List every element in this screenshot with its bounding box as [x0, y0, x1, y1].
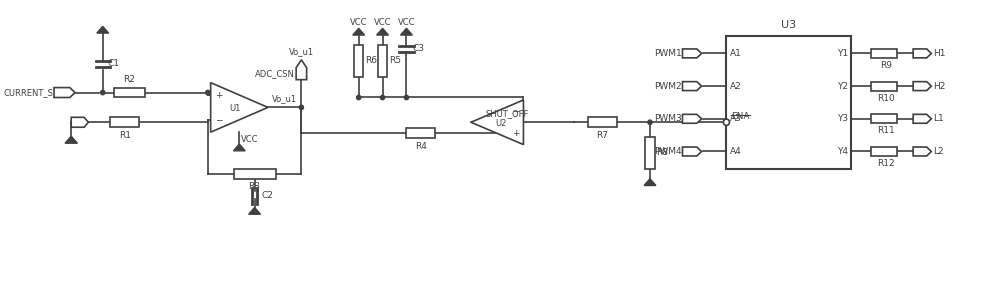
Text: Y2: Y2 — [837, 82, 848, 91]
Polygon shape — [377, 28, 388, 35]
Text: R3: R3 — [249, 182, 261, 191]
Polygon shape — [913, 49, 931, 58]
Text: +: + — [512, 129, 519, 138]
Text: R7: R7 — [596, 131, 608, 140]
Text: H2: H2 — [933, 82, 945, 91]
Polygon shape — [682, 49, 702, 58]
Polygon shape — [682, 147, 702, 156]
Text: Vo_u1: Vo_u1 — [289, 47, 314, 56]
Bar — [871, 49, 897, 58]
Text: R11: R11 — [877, 126, 895, 135]
Text: PWM4: PWM4 — [654, 147, 682, 156]
Text: SHUT_OFF: SHUT_OFF — [485, 109, 529, 118]
Circle shape — [723, 119, 729, 125]
Text: A1: A1 — [730, 49, 742, 58]
Text: Vo_u1: Vo_u1 — [272, 95, 297, 104]
Text: VCC: VCC — [398, 18, 415, 27]
Text: +: + — [215, 91, 223, 100]
Text: VCC: VCC — [350, 18, 367, 27]
Text: H1: H1 — [933, 49, 945, 58]
Bar — [378, 45, 387, 77]
Circle shape — [404, 95, 409, 100]
Text: ENA: ENA — [731, 112, 750, 121]
Text: R2: R2 — [124, 75, 135, 84]
Circle shape — [206, 90, 210, 95]
Polygon shape — [401, 28, 412, 35]
Text: R8: R8 — [656, 149, 668, 157]
Text: PWM2: PWM2 — [654, 82, 682, 91]
Text: −: − — [215, 115, 223, 124]
Polygon shape — [913, 82, 931, 91]
Text: ADC_CSN: ADC_CSN — [255, 69, 295, 78]
Circle shape — [357, 95, 361, 100]
Text: U1: U1 — [229, 104, 240, 113]
Text: VCC: VCC — [374, 18, 391, 27]
Bar — [354, 45, 363, 77]
Bar — [406, 128, 435, 138]
Text: U3: U3 — [781, 20, 796, 30]
Text: Y4: Y4 — [837, 147, 848, 156]
Text: R4: R4 — [415, 142, 427, 151]
Bar — [871, 82, 897, 91]
Text: PWM3: PWM3 — [654, 114, 682, 123]
Bar — [588, 117, 617, 127]
Text: R10: R10 — [877, 94, 895, 103]
Polygon shape — [913, 147, 931, 156]
Polygon shape — [682, 82, 702, 91]
Text: R9: R9 — [880, 61, 892, 70]
Polygon shape — [296, 60, 307, 80]
Polygon shape — [913, 114, 931, 123]
Circle shape — [101, 90, 105, 95]
Text: Y1: Y1 — [837, 49, 848, 58]
Text: R5: R5 — [389, 56, 401, 65]
Polygon shape — [97, 26, 109, 33]
Text: R6: R6 — [365, 56, 377, 65]
Text: L2: L2 — [933, 147, 943, 156]
Polygon shape — [71, 117, 88, 127]
Bar — [645, 137, 655, 169]
Polygon shape — [54, 88, 75, 98]
Polygon shape — [682, 114, 702, 123]
Bar — [234, 169, 276, 179]
Text: U2: U2 — [495, 119, 507, 128]
Bar — [871, 147, 897, 156]
Text: PWM1: PWM1 — [654, 49, 682, 58]
Text: A3: A3 — [730, 114, 742, 123]
Polygon shape — [471, 100, 523, 145]
Polygon shape — [211, 83, 268, 132]
Polygon shape — [233, 144, 245, 151]
Text: −: − — [512, 107, 519, 116]
Text: A2: A2 — [730, 82, 742, 91]
Text: VCC: VCC — [241, 135, 259, 144]
Text: C1: C1 — [108, 59, 120, 68]
Circle shape — [380, 95, 385, 100]
Polygon shape — [644, 179, 656, 185]
Bar — [110, 117, 139, 127]
Text: C3: C3 — [412, 44, 424, 53]
Text: L1: L1 — [933, 114, 943, 123]
Text: R12: R12 — [877, 159, 895, 168]
Text: R1: R1 — [119, 131, 131, 140]
Text: A4: A4 — [730, 147, 742, 156]
Bar — [726, 36, 851, 169]
Polygon shape — [65, 136, 77, 143]
Bar — [114, 88, 145, 98]
Text: Y3: Y3 — [837, 114, 848, 123]
Bar — [871, 114, 897, 123]
Polygon shape — [353, 28, 365, 35]
Circle shape — [299, 105, 303, 110]
Text: C2: C2 — [261, 191, 273, 200]
Polygon shape — [249, 207, 261, 214]
Circle shape — [648, 120, 652, 124]
Text: CURRENT_S: CURRENT_S — [3, 88, 53, 97]
